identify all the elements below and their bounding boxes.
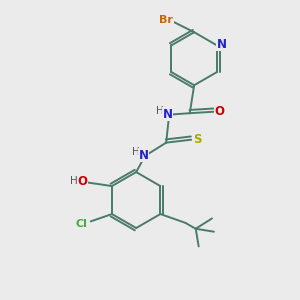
Text: N: N xyxy=(139,149,148,162)
Text: H: H xyxy=(132,147,140,158)
Text: N: N xyxy=(217,38,226,50)
Text: Cl: Cl xyxy=(76,219,88,229)
Text: S: S xyxy=(193,133,201,146)
Text: O: O xyxy=(77,175,88,188)
Text: H: H xyxy=(70,176,77,186)
Text: O: O xyxy=(215,105,225,118)
Text: Br: Br xyxy=(159,15,173,26)
Text: H: H xyxy=(155,106,163,116)
Text: N: N xyxy=(163,108,173,121)
